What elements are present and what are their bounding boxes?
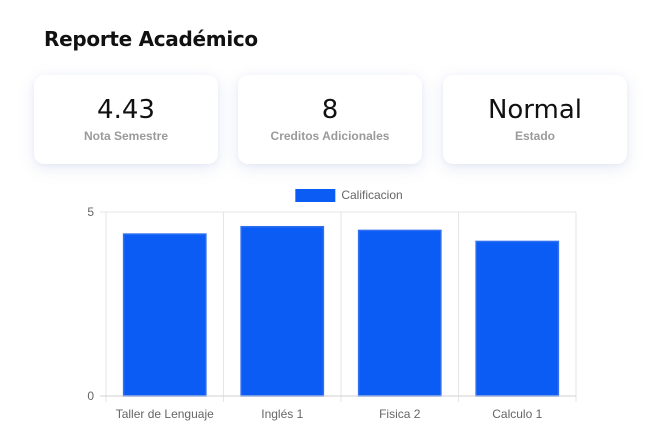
page-title: Reporte Académico [44,27,258,51]
x-tick-label: Taller de Lenguaje [116,407,214,421]
bar-taller-de-lenguaje [122,233,207,397]
nota-semestre-value: 4.43 [97,95,155,125]
card-estado: Normal Estado [443,75,627,164]
chart-bars [122,225,560,397]
x-tick-label: Fisica 2 [379,407,421,421]
y-tick-label: 5 [87,205,94,219]
chart-legend[interactable]: Calificacion [295,188,403,202]
legend-label: Calificacion [341,188,402,202]
chart-grid [100,211,577,402]
bar-fisica-2 [357,229,442,397]
y-tick-label: 0 [87,389,94,403]
card-creditos-adicionales: 8 Creditos Adicionales [238,75,422,164]
x-tick-label: Calculo 1 [492,407,542,421]
estado-label: Estado [514,129,555,143]
x-tick-label: Inglés 1 [261,407,303,421]
bar-calculo-1 [475,240,560,397]
nota-semestre-label: Nota Semestre [83,129,169,143]
chart-axes: 0 5 Taller de Lenguaje Inglés 1 Fisica 2 Calc… [87,205,576,421]
bar-inglés-1 [240,225,325,397]
legend-swatch [295,189,336,202]
grades-bar-chart: 0 5 Taller de Lenguaje Inglés 1 Fisica 2 Calc… [87,188,577,421]
creditos-adicionales-label: Creditos Adicionales [270,129,390,143]
card-nota-semestre: 4.43 Nota Semestre [34,75,218,164]
creditos-adicionales-value: 8 [321,95,339,125]
estado-value: Normal [487,95,583,125]
